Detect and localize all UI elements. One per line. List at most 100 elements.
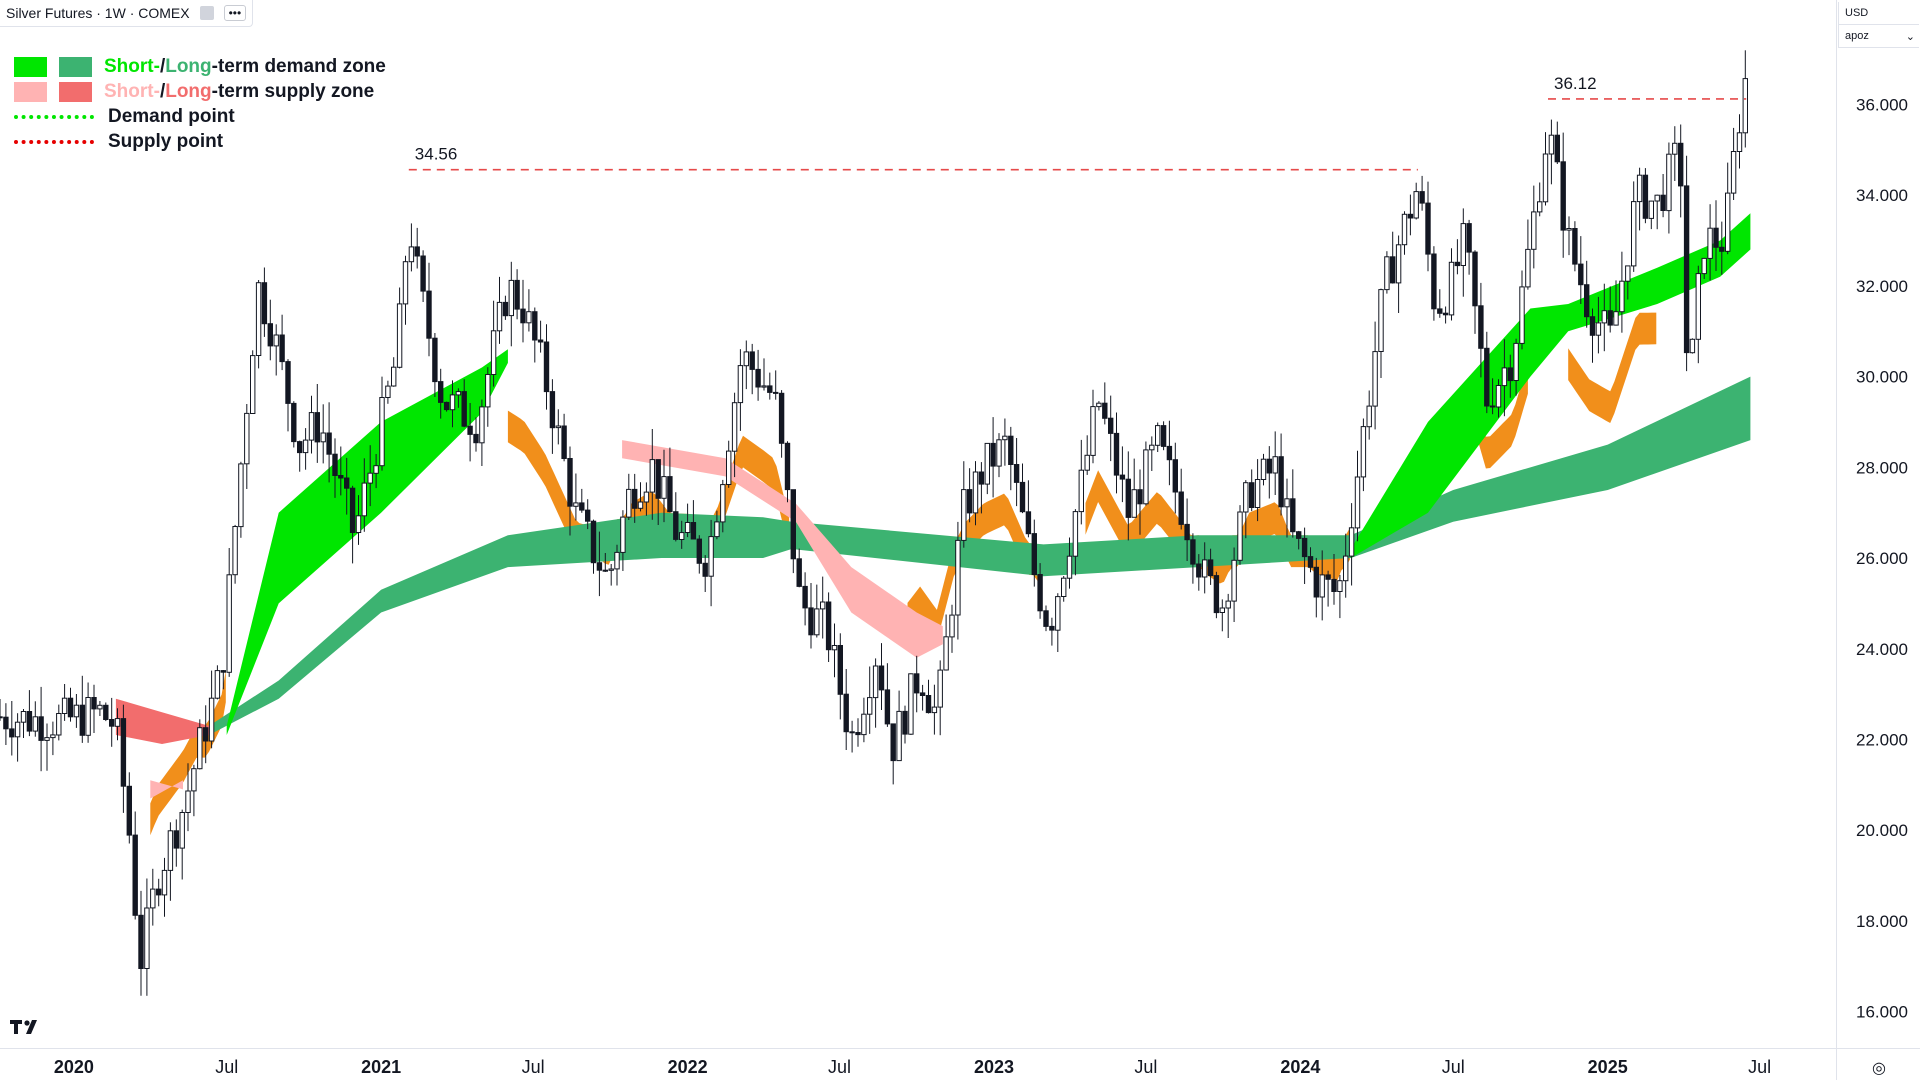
candle-body (1149, 444, 1155, 451)
currency-select[interactable]: USD (1839, 2, 1919, 25)
legend-text: Short- (104, 56, 160, 77)
candle-body (808, 607, 814, 636)
candle-body (1196, 563, 1202, 578)
legend-swatch (59, 81, 92, 102)
candle-body (232, 526, 238, 576)
candle-body (1507, 367, 1513, 382)
candle-body (1331, 578, 1337, 593)
candle-body (120, 718, 127, 787)
candle-body (1495, 385, 1502, 408)
candle-body (114, 718, 121, 727)
candle-body (1578, 263, 1584, 286)
candle-body (56, 713, 62, 736)
candle-body (109, 719, 115, 727)
symbol-header[interactable]: Silver Futures · 1W · COMEX ••• (0, 0, 254, 27)
candle-body (1202, 559, 1208, 578)
candle-body (1031, 533, 1037, 575)
candle-body (937, 669, 943, 708)
scale-mode-select[interactable]: apoz ⌄ (1839, 25, 1919, 48)
candle-body (132, 834, 138, 916)
candle-body (1484, 347, 1490, 407)
candle-body (1419, 191, 1425, 204)
x-tick-label: Jul (215, 1057, 238, 1077)
candle-body (1219, 607, 1225, 613)
currency-label: USD (1845, 7, 1869, 19)
candle-body (1343, 555, 1349, 582)
x-tick-label: Jul (1748, 1057, 1771, 1077)
candle-body (914, 673, 920, 694)
candle-body (379, 397, 385, 467)
candle-body (161, 869, 168, 896)
candle-body (467, 425, 473, 435)
y-tick-label: 32.000 (1856, 277, 1908, 296)
candle-body (1519, 286, 1525, 344)
candle-body (1325, 574, 1331, 580)
candle-body (1207, 559, 1214, 577)
candle-body (1125, 478, 1131, 518)
candle-body (1296, 531, 1302, 539)
candle-body (773, 391, 779, 394)
long-term-demand-zone (209, 376, 1751, 735)
candle-body (361, 482, 368, 517)
candle-body (1290, 498, 1296, 533)
short-term-demand-zone (226, 349, 508, 735)
candle-body (291, 402, 297, 443)
candle-body (1249, 482, 1255, 509)
candle-body (214, 670, 221, 699)
candle-body (1337, 580, 1343, 593)
candle-body (1548, 134, 1555, 155)
tradingview-logo-icon (10, 1014, 44, 1040)
candle-body (197, 727, 203, 770)
candle-body (1378, 289, 1384, 353)
transition-zone (1469, 362, 1528, 469)
candle-body (1284, 498, 1290, 508)
y-tick-label: 36.000 (1856, 95, 1908, 114)
chart-settings-icon[interactable]: ◎ (1872, 1060, 1886, 1077)
candle-body (596, 562, 603, 571)
legend-text: -term demand zone (211, 56, 386, 77)
candle-body (614, 551, 620, 570)
candle-body (1231, 559, 1237, 602)
candle-body (1049, 625, 1055, 631)
candle-body (490, 330, 497, 375)
more-options-button[interactable]: ••• (223, 5, 247, 21)
candle-body (514, 279, 520, 310)
y-tick-label: 22.000 (1856, 731, 1908, 750)
candle-body (990, 442, 996, 467)
candle-body (731, 402, 738, 452)
candle-body (1002, 435, 1008, 441)
candle-body (1254, 479, 1261, 508)
candle-body (843, 693, 849, 733)
candle-body (1713, 227, 1719, 248)
legend-row: Short- / Long -term demand zone (14, 54, 386, 79)
price-scale-controls[interactable]: USD apoz ⌄ (1838, 2, 1919, 48)
candle-body (590, 520, 597, 564)
candle-body (1155, 425, 1161, 446)
candle-body (790, 489, 796, 560)
candle-body (1648, 200, 1654, 219)
candle-body (0, 716, 3, 719)
candle-body (1160, 425, 1167, 447)
candle-body (1272, 456, 1278, 474)
candle-body (320, 432, 326, 443)
candle-body (1166, 445, 1173, 461)
legend-text: Long (165, 56, 212, 77)
candle-body (1584, 284, 1590, 318)
candle-body (167, 830, 174, 871)
candle-body (1683, 185, 1690, 354)
candle-body (690, 522, 697, 540)
candle-body (543, 341, 550, 393)
candle-body (261, 282, 268, 325)
legend-text: / (159, 81, 166, 102)
legend-swatch (14, 81, 47, 102)
candle-body (814, 608, 820, 636)
legend-line (14, 114, 94, 119)
candle-body (696, 538, 702, 564)
candle-body (1525, 248, 1531, 288)
candle-body (1061, 577, 1067, 598)
candle-body (1666, 153, 1672, 212)
candle-body (1672, 142, 1678, 155)
candle-body (38, 716, 44, 741)
x-tick-label: 2025 (1588, 1057, 1628, 1077)
